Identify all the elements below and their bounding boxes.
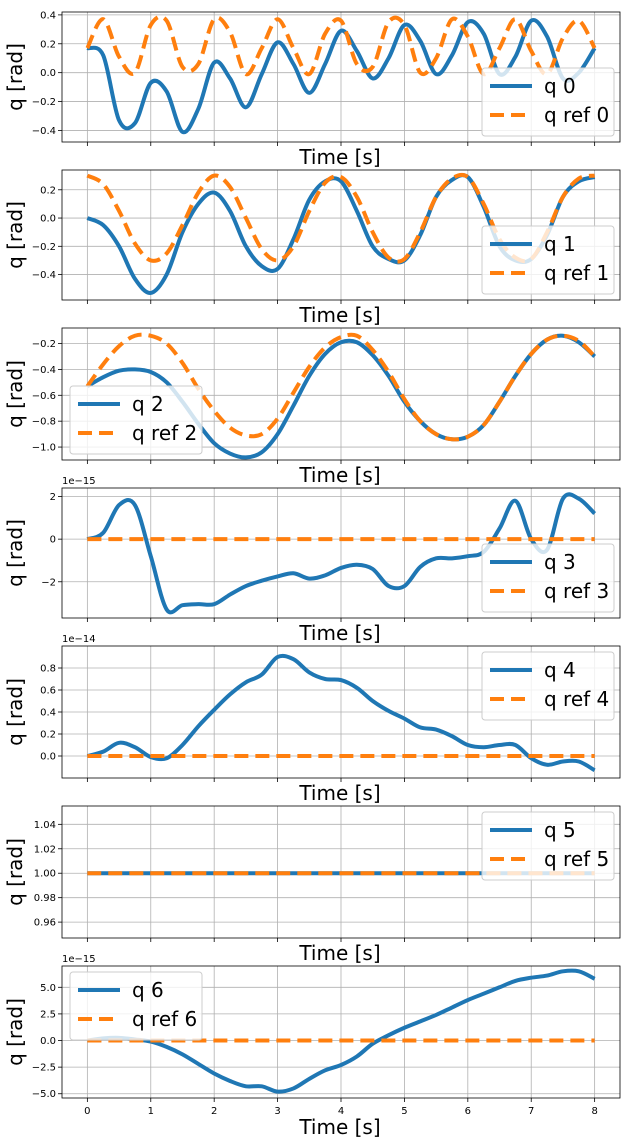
legend: q 3 q ref 3: [481, 543, 615, 613]
series-line-ref-2: [85, 332, 597, 442]
series-line-3: [86, 492, 597, 615]
legend: q 1 q ref 1: [481, 225, 615, 295]
legend-label: q ref 0: [544, 103, 609, 127]
y-tick-label: −0.8: [32, 417, 56, 428]
x-axis-label: Time [s]: [298, 303, 380, 327]
legend: q 2 q ref 2: [69, 385, 203, 455]
y-tick-label: 0.0: [40, 1036, 56, 1047]
y-axis-label: q [rad]: [3, 998, 27, 1066]
legend: q 5 q ref 5: [481, 811, 615, 881]
legend-label: q 3: [544, 550, 576, 574]
y-tick-label: 0.0: [40, 214, 56, 225]
y-tick-label: 0.2: [40, 185, 56, 196]
chart-panel-3: −2 0 2 1e−15 q [rad] Time [s] q 3 q ref 3: [3, 476, 621, 645]
y-tick-label: −2: [41, 577, 56, 588]
y-tick-label: 2: [50, 492, 56, 503]
legend-label: q ref 3: [544, 579, 609, 603]
legend-label: q ref 1: [544, 261, 609, 285]
x-tick-label: 3: [274, 1106, 280, 1117]
legend-label: q ref 6: [132, 1007, 197, 1031]
y-tick-label: −5.0: [32, 1089, 56, 1100]
y-tick-label: 1.02: [34, 844, 56, 855]
y-axis-label: q [rad]: [3, 201, 27, 269]
legend: q 4 q ref 4: [481, 651, 615, 721]
y-tick-label: 0.4: [40, 10, 56, 21]
y-tick-label: 0.2: [40, 39, 56, 50]
chart-panel-4: 0.00.20.40.60.81e−14q [rad]Time [s]q 4q …: [3, 634, 621, 805]
y-tick-label: 0.96: [34, 918, 56, 929]
chart-panel-2: −1.0−0.8−0.6−0.4−0.2q [rad]Time [s]q 2q …: [3, 327, 621, 487]
y-tick-label: 0.0: [40, 752, 56, 763]
legend-label: q 2: [132, 392, 164, 416]
y-axis-label: q [rad]: [3, 360, 27, 428]
y-tick-label: 0.98: [34, 893, 56, 904]
y-tick-label: −0.2: [32, 97, 56, 108]
legend-label: q 0: [544, 74, 576, 98]
y-tick-label: 1.04: [34, 820, 56, 831]
y-axis-label: q [rad]: [3, 678, 27, 746]
y-tick-label: −0.2: [32, 339, 56, 350]
legend-label: q 6: [132, 978, 164, 1002]
y-tick-label: −0.4: [32, 270, 56, 281]
legend: q 6 q ref 6: [69, 971, 203, 1041]
y-tick-label: −2.5: [32, 1063, 56, 1074]
x-axis-label: Time [s]: [298, 145, 380, 169]
legend-label: q ref 5: [544, 847, 609, 871]
y-tick-label: 0.2: [40, 730, 56, 741]
x-axis-label: Time [s]: [298, 1115, 380, 1139]
y-tick-label: 0.0: [40, 68, 56, 79]
legend-label: q ref 2: [132, 421, 197, 445]
x-tick-label: 6: [465, 1106, 471, 1117]
y-tick-label: −1.0: [32, 443, 56, 454]
y-tick-label: −0.6: [32, 391, 56, 402]
series-line-6: [87, 968, 596, 1094]
y-tick-label: 0: [50, 535, 56, 546]
y-tick-label: −0.4: [32, 365, 56, 376]
series-line-ref-0: [85, 14, 597, 77]
x-tick-label: 1: [148, 1106, 154, 1117]
chart-panel-6: 0 1 2 3 4 5 6 7 8 −5.0 −2.5 0.0 2.5 5.0 1e−15 q [rad] Ti…: [3, 954, 621, 1139]
legend: q 0 q ref 0: [481, 67, 615, 137]
y-tick-label: −0.2: [32, 242, 56, 253]
legend-label: q ref 4: [544, 687, 609, 711]
y-tick-label: 0.4: [40, 708, 56, 719]
legend-label: q 4: [544, 658, 576, 682]
axis-scale-label: 1e−15: [62, 476, 96, 487]
y-tick-label: 0.6: [40, 686, 56, 697]
x-axis-label: Time [s]: [298, 621, 380, 645]
x-tick-label: 4: [338, 1106, 344, 1117]
series-line-0: [86, 18, 597, 135]
y-tick-label: −0.4: [32, 126, 56, 137]
axis-scale-label: 1e−14: [62, 634, 96, 645]
x-tick-label: 8: [591, 1106, 597, 1117]
x-tick-label: 7: [528, 1106, 534, 1117]
y-tick-label: 5.0: [40, 983, 56, 994]
y-axis-label: q [rad]: [3, 43, 27, 111]
x-tick-label: 5: [401, 1106, 407, 1117]
x-axis-label: Time [s]: [298, 781, 380, 805]
series-line-4: [86, 653, 596, 773]
axis-scale-label: 1e−15: [62, 954, 96, 965]
legend-label: q 1: [544, 232, 576, 256]
chart-panel-0: −0.4 −0.2 0.0 0.2 0.4 q [rad] Time [s] q 0 q ref…: [3, 10, 621, 169]
y-tick-label: 0.8: [40, 664, 56, 675]
y-axis-label: q [rad]: [3, 838, 27, 906]
chart-panel-1: −0.4 −0.2 0.0 0.2 q [rad] Time [s] q 1 q ref 1: [3, 169, 621, 327]
y-tick-label: 1.00: [34, 869, 56, 880]
x-tick-label: 0: [84, 1106, 90, 1117]
x-axis-label: Time [s]: [298, 941, 380, 965]
series-line-ref-1: [86, 172, 595, 264]
chart-panel-5: 0.960.981.001.021.04q [rad]Time [s]q 5q …: [3, 805, 621, 965]
y-axis-label: q [rad]: [3, 519, 27, 587]
legend-label: q 5: [544, 818, 576, 842]
y-tick-label: 2.5: [40, 1009, 56, 1020]
x-axis-label: Time [s]: [298, 463, 380, 487]
x-tick-label: 2: [211, 1106, 217, 1117]
